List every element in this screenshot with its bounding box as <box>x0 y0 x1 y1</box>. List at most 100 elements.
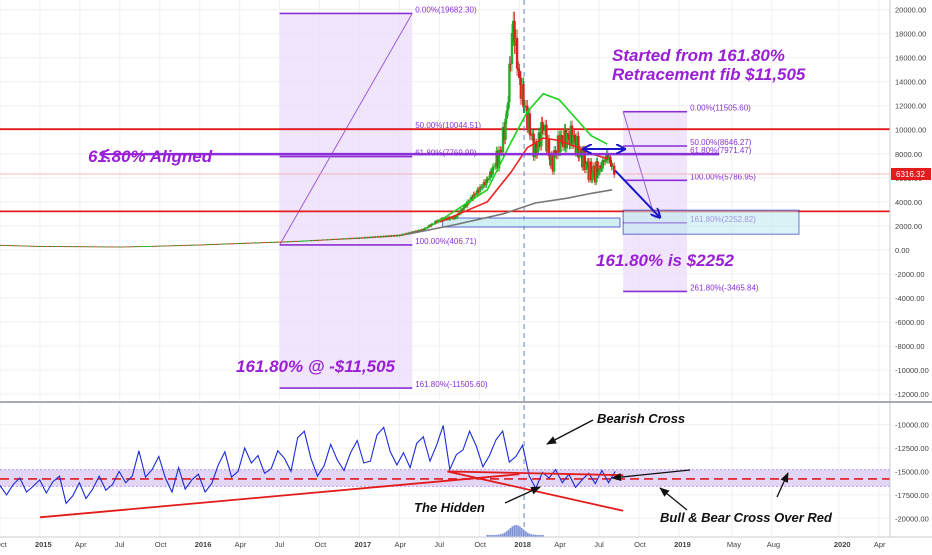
time-tick-label: Jul <box>434 540 444 549</box>
price-candle <box>435 221 438 223</box>
price-candle <box>401 234 404 236</box>
price-candle <box>356 237 360 239</box>
price-candle <box>288 241 291 243</box>
time-tick-label: 2018 <box>514 540 531 549</box>
price-candle <box>495 150 498 166</box>
price-candle <box>177 245 181 247</box>
price-candle <box>337 238 340 240</box>
time-tick-label: Apr <box>394 540 406 549</box>
price-candle <box>466 201 469 207</box>
main-tick-label: 20000.00 <box>895 6 926 15</box>
price-candle <box>310 240 313 242</box>
price-candle <box>372 236 376 238</box>
fib-zone-0 <box>279 13 413 389</box>
price-candle <box>436 220 440 223</box>
price-candle <box>171 245 174 247</box>
price-candle <box>3 245 6 246</box>
time-tick-label: Oct <box>0 540 8 549</box>
price-candle <box>120 246 123 248</box>
price-candle <box>96 246 99 248</box>
main-tick-label: -10000.00 <box>895 366 929 375</box>
price-candle <box>522 84 525 108</box>
price-candle <box>121 246 125 248</box>
price-candle <box>212 244 216 245</box>
price-candle <box>303 240 307 242</box>
price-candle <box>190 244 193 246</box>
price-candle <box>481 186 484 188</box>
price-candle <box>123 246 126 248</box>
price-candle <box>492 166 496 168</box>
fib-level-label: 0.00%(11505.60) <box>690 104 751 113</box>
volume-bar <box>501 533 504 537</box>
oscillator-band <box>0 469 890 487</box>
annotation-161-at-neg: 161.80% @ -$11,505 <box>236 357 396 376</box>
price-candle <box>24 245 27 247</box>
price-candle <box>363 237 366 239</box>
price-candle <box>432 223 436 225</box>
price-candle <box>0 244 3 246</box>
price-candle <box>532 133 535 158</box>
main-tick-label: 16000.00 <box>895 54 926 63</box>
fib-zone-1 <box>623 111 688 292</box>
price-candle <box>366 237 369 239</box>
volume-bar <box>530 534 533 537</box>
price-candle <box>526 105 529 129</box>
price-candle <box>110 246 114 248</box>
price-candle <box>185 244 189 246</box>
time-tick-label: Apr <box>874 540 886 549</box>
price-candle <box>588 161 592 180</box>
price-candle <box>187 244 190 246</box>
price-candle <box>499 150 502 151</box>
price-candle <box>260 242 264 244</box>
price-candle <box>450 217 454 219</box>
price-candle <box>72 246 75 248</box>
price-candle <box>505 110 509 119</box>
price-candle <box>101 246 104 248</box>
price-candle <box>459 209 463 214</box>
time-tick-label: Aug <box>767 540 780 549</box>
price-candle <box>248 242 251 244</box>
price-candle <box>501 126 505 153</box>
price-candle <box>27 245 30 247</box>
price-candle <box>353 237 356 239</box>
price-candle <box>107 246 110 248</box>
price-candle <box>568 135 571 145</box>
price-candle <box>125 246 128 248</box>
price-axis-bg <box>890 0 932 550</box>
price-candle <box>404 233 408 235</box>
price-candle <box>551 155 555 172</box>
price-candle <box>602 160 606 162</box>
price-candle <box>403 234 406 235</box>
price-candle <box>426 227 429 229</box>
fib-level-label: 100.00%(5786.95) <box>690 172 756 181</box>
price-candle <box>278 241 281 243</box>
price-candle <box>512 20 515 33</box>
price-candle <box>415 230 419 232</box>
price-candle <box>292 241 296 243</box>
price-candle <box>62 246 66 248</box>
price-candle <box>560 135 564 140</box>
volume-bar <box>509 528 512 537</box>
price-candle <box>129 246 133 248</box>
price-candle <box>80 246 83 248</box>
price-candle <box>486 179 489 181</box>
price-candle <box>56 246 59 248</box>
price-candle <box>549 156 552 166</box>
main-tick-label: 12000.00 <box>895 102 926 111</box>
price-candle <box>73 246 77 248</box>
price-candle <box>474 193 478 196</box>
price-candle <box>174 245 177 247</box>
price-candle <box>67 246 70 248</box>
price-candle <box>554 150 557 154</box>
price-candle <box>430 224 433 227</box>
price-candle <box>367 237 371 238</box>
price-candle <box>414 230 417 233</box>
price-candle <box>147 246 150 247</box>
price-candle <box>17 245 21 247</box>
fib-shading: 0.00%(19682.30)50.00%(10044.51)61.80%(77… <box>279 5 759 389</box>
price-candle <box>423 227 427 231</box>
price-candle <box>487 178 491 180</box>
price-candle <box>25 245 29 247</box>
osc-tick-label: -12500.00 <box>895 444 929 453</box>
